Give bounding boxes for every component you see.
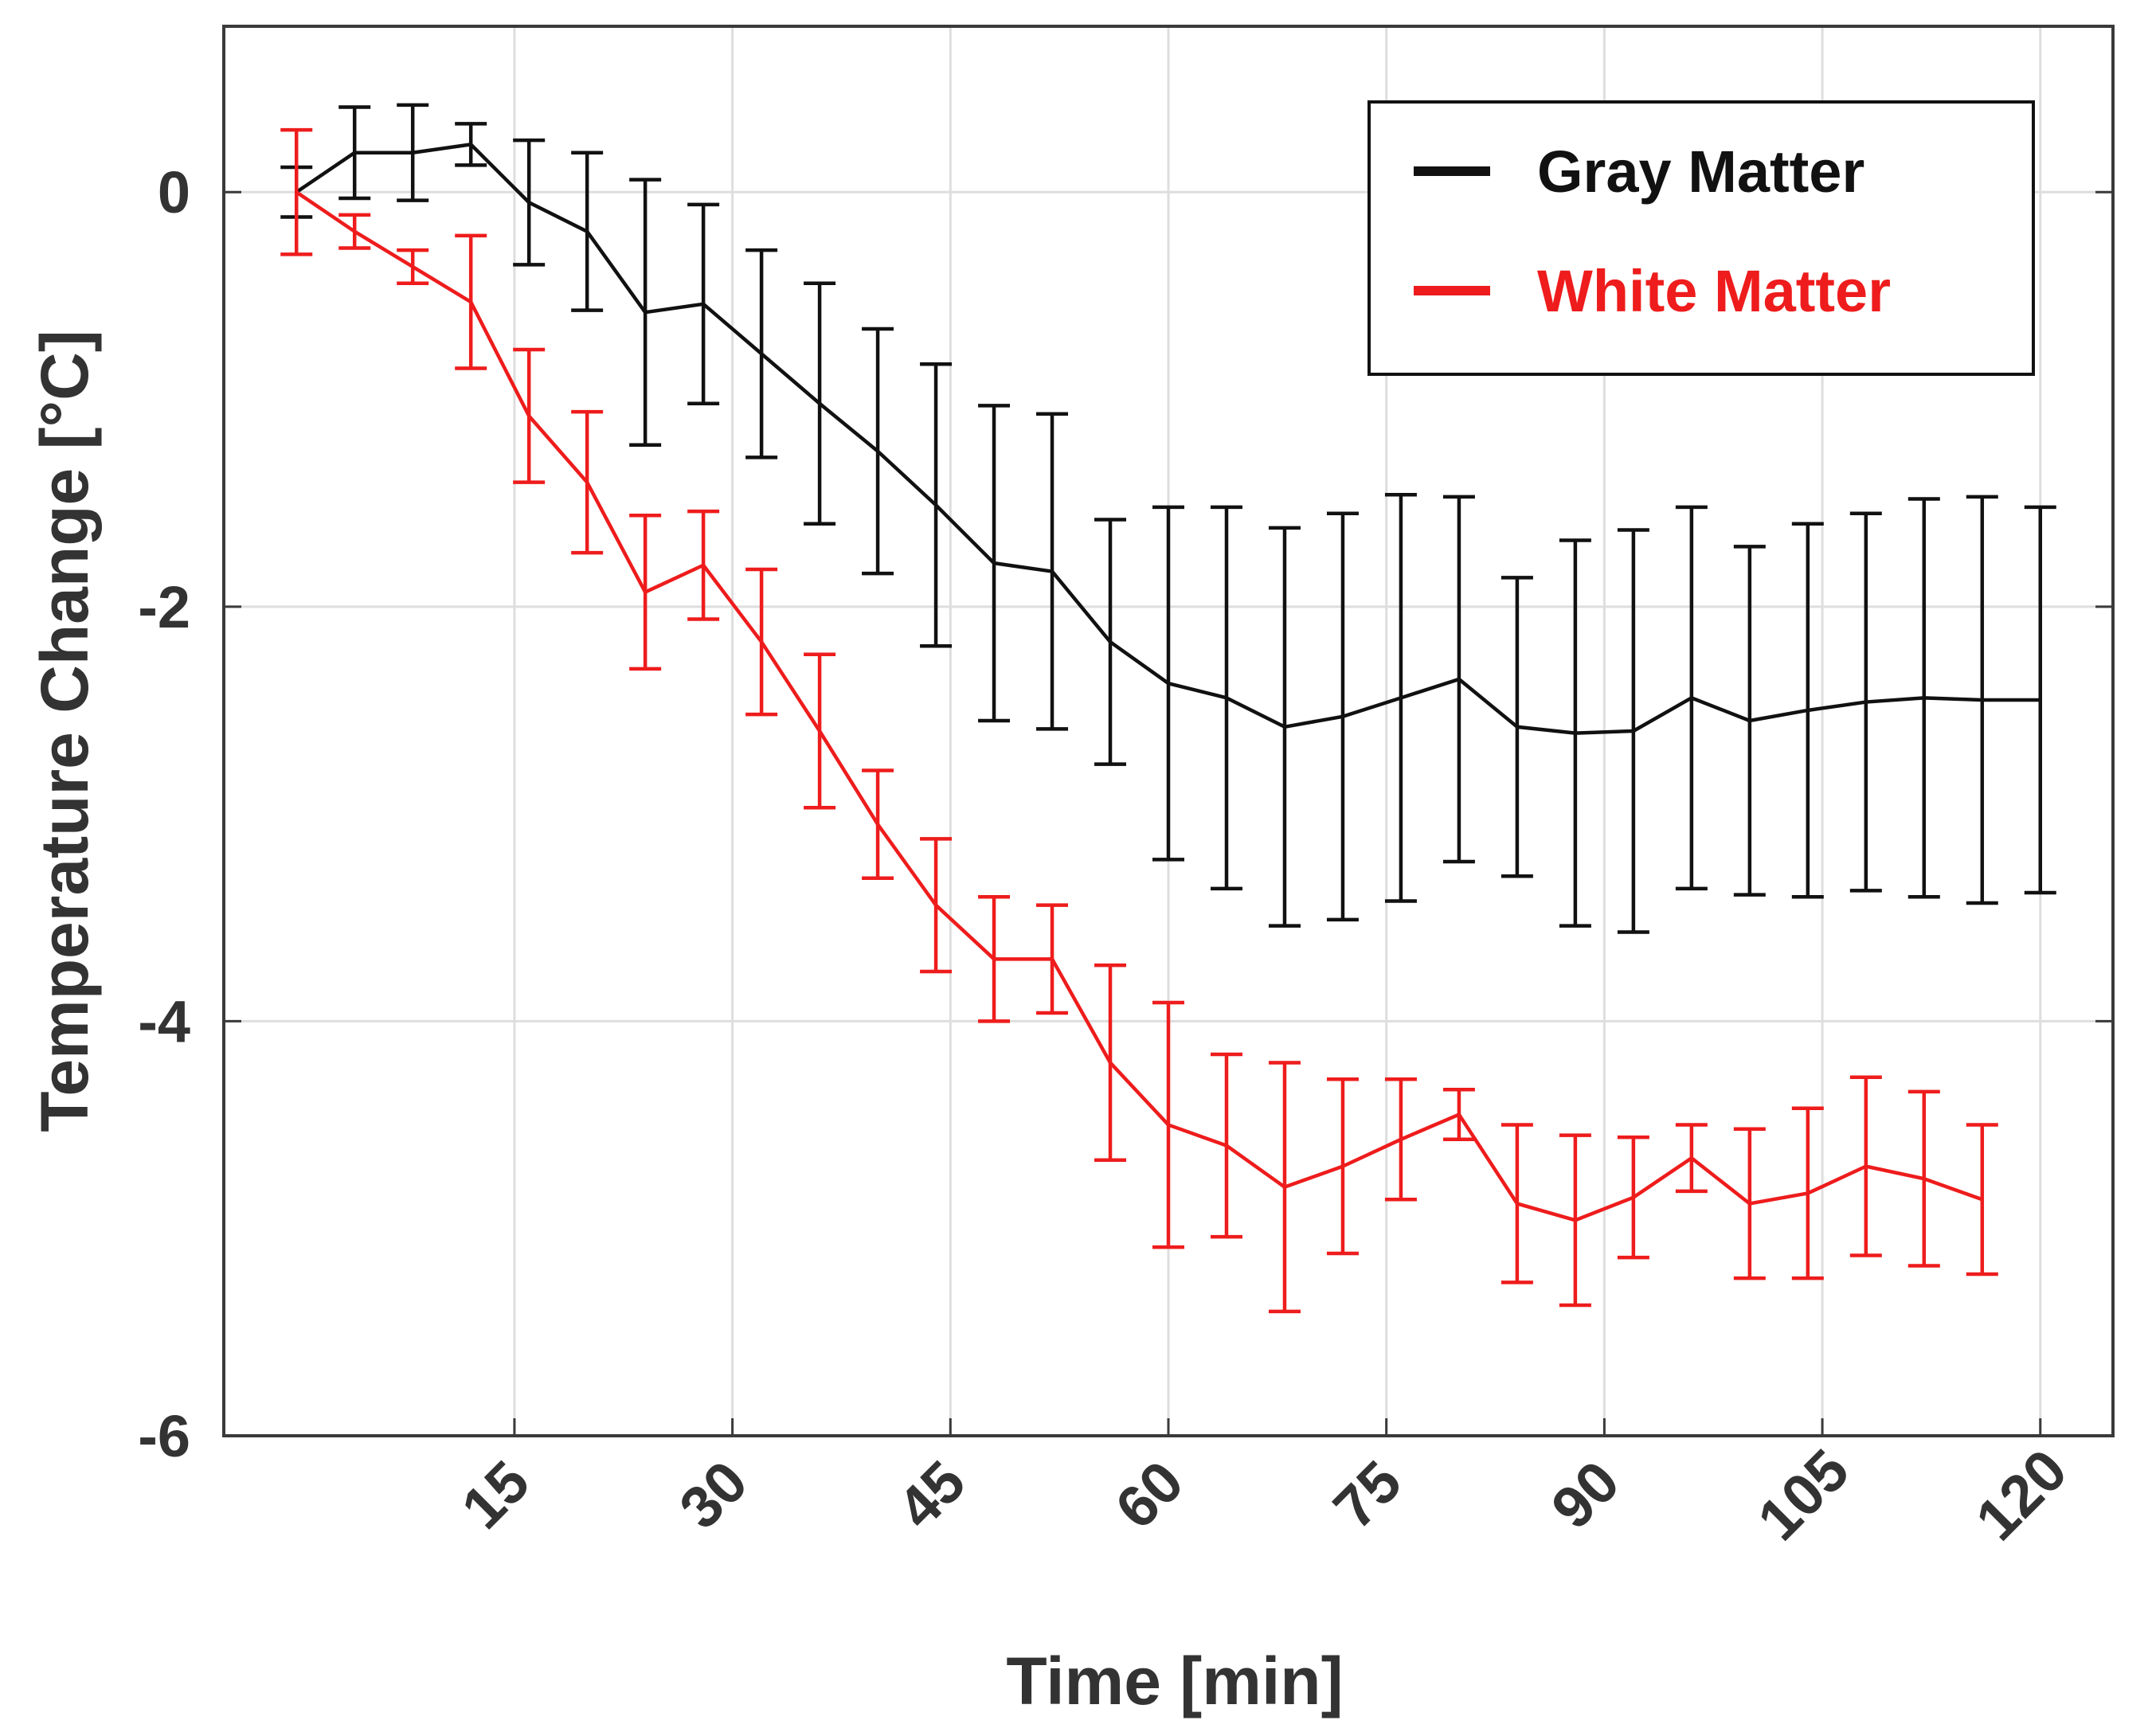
white-matter-error-bar (455, 233, 487, 370)
x-axis-title: Time [min] (1006, 1644, 1343, 1718)
gray-matter-error-bar (1966, 495, 1998, 905)
gray-matter-error-bar (397, 103, 429, 202)
white-matter-error-bar (1791, 1106, 1824, 1280)
white-matter-error-bar (1907, 1089, 1940, 1268)
gray-matter-error-bar (1210, 505, 1242, 891)
gray-matter-error-bar (571, 151, 604, 312)
gray-matter-error-bar (1152, 505, 1184, 862)
white-matter-error-bar (1268, 1061, 1301, 1314)
series-gray-matter (280, 103, 2056, 934)
white-matter-error-bar (397, 248, 429, 286)
white-matter-error-bar (1326, 1077, 1359, 1256)
y-tick-label: 0 (158, 159, 190, 225)
legend: Gray Matter White Matter (1367, 100, 2035, 376)
gray-matter-error-bar (1791, 522, 1824, 899)
white-matter-error-bar (1733, 1127, 1766, 1280)
legend-label-white-matter: White Matter (1537, 258, 1891, 324)
white-matter-error-bar (1966, 1123, 1998, 1277)
white-matter-error-bar (513, 347, 546, 484)
gray-matter-error-bar (1907, 497, 1940, 899)
y-tick-label: -4 (138, 988, 190, 1054)
white-matter-error-bar (1094, 963, 1127, 1163)
white-matter-error-bar (1501, 1123, 1533, 1284)
gray-matter-error-bar (513, 138, 546, 267)
gray-matter-error-bar (1094, 518, 1127, 766)
gray-matter-error-bar (629, 178, 662, 448)
gray-matter-error-bar (745, 248, 778, 459)
white-matter-error-bar (629, 514, 662, 671)
series-layer (280, 103, 2056, 1314)
white-matter-error-bar (1152, 1000, 1184, 1249)
gray-matter-error-bar (1268, 526, 1301, 928)
white-matter-error-bar (862, 768, 894, 881)
white-matter-error-bar (920, 837, 953, 974)
legend-label-gray-matter: Gray Matter (1537, 139, 1864, 205)
white-matter-error-bar (687, 509, 720, 621)
gray-matter-error-bar (1501, 576, 1533, 878)
gray-matter-error-bar (1442, 495, 1475, 864)
white-matter-error-bar (978, 894, 1011, 1023)
gray-matter-error-bar (978, 404, 1011, 723)
gray-matter-error-bar (455, 122, 487, 167)
gray-matter-error-bar (338, 105, 371, 201)
white-matter-error-bar (280, 127, 313, 256)
white-matter-error-bar (571, 409, 604, 555)
white-matter-error-bar (1442, 1088, 1475, 1142)
white-matter-error-bar (745, 567, 778, 717)
white-matter-error-bar (1210, 1052, 1242, 1239)
gray-matter-error-bar (920, 362, 953, 648)
white-matter-error-bar (1384, 1077, 1417, 1202)
white-matter-error-bar (1849, 1075, 1882, 1257)
y-axis-title: Temperature Change [°C] (27, 330, 102, 1132)
white-matter-error-bar (338, 213, 371, 250)
white-matter-error-bar (1036, 903, 1069, 1015)
white-matter-error-bar (1675, 1123, 1708, 1194)
gray-matter-error-bar (1849, 511, 1882, 893)
gray-matter-error-bar (2024, 505, 2056, 895)
white-matter-error-bar (804, 652, 836, 810)
gray-matter-error-bar (1036, 412, 1069, 731)
series-white-matter (280, 127, 1998, 1314)
legend-box (1367, 100, 2035, 376)
gray-matter-error-bar (1733, 545, 1766, 897)
y-tick-label: -2 (138, 574, 190, 640)
y-tick-label: -6 (138, 1403, 190, 1469)
white-matter-error-bar (1617, 1135, 1649, 1260)
gray-matter-error-bar (1384, 493, 1417, 903)
gray-matter-error-bar (1559, 538, 1591, 928)
gray-matter-error-bar (1617, 528, 1649, 934)
white-matter-error-bar (1559, 1133, 1591, 1308)
gray-matter-error-bar (862, 326, 894, 576)
gray-matter-error-bar (804, 281, 836, 526)
gray-matter-error-bar (687, 202, 720, 405)
gray-matter-error-bar (1326, 511, 1359, 922)
gray-matter-error-bar (1675, 505, 1708, 891)
white-matter-line (295, 190, 1983, 1222)
